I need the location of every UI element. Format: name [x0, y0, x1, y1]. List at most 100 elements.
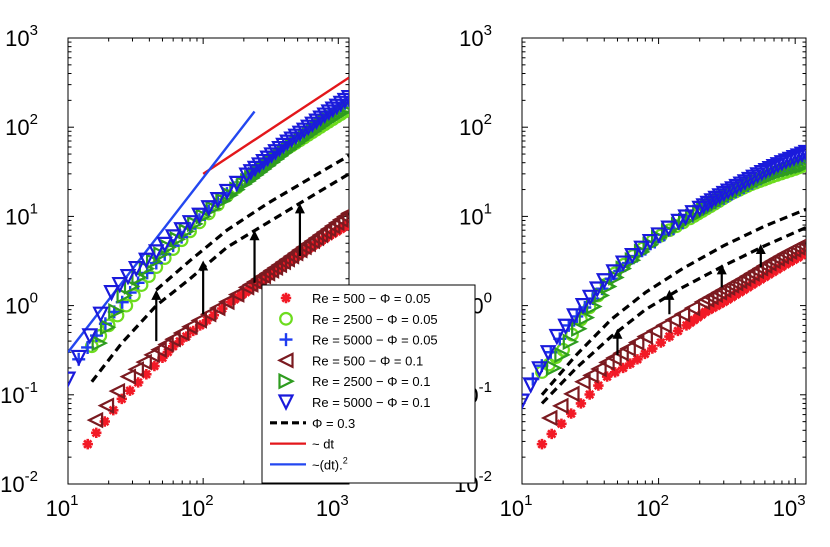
data-point — [575, 398, 587, 409]
y-tick-exponent: 2 — [30, 111, 38, 128]
data-point — [124, 385, 136, 396]
data-point — [148, 244, 165, 261]
series-4 — [540, 238, 806, 427]
data-point — [677, 209, 694, 226]
data-point — [636, 328, 653, 345]
data-point — [127, 361, 144, 378]
x-tick-exponent: 2 — [205, 492, 213, 509]
data-point — [108, 382, 126, 400]
data-point — [683, 299, 701, 317]
data-point — [99, 318, 117, 336]
data-point — [208, 310, 220, 321]
data-point — [149, 360, 160, 372]
y-tick-exponent: -1 — [479, 379, 492, 396]
phi-0-3-dashed-curve — [90, 172, 349, 383]
data-point — [199, 305, 217, 323]
x-tick-exponent: 3 — [340, 492, 348, 509]
legend-marker — [279, 333, 293, 347]
arrow-head — [664, 289, 675, 300]
data-point — [143, 346, 160, 364]
data-point — [655, 317, 672, 334]
y-tick-base: 10 — [5, 115, 29, 140]
x-tick-label: 102 — [636, 492, 669, 521]
arrow-head — [198, 260, 209, 271]
data-point — [522, 393, 531, 411]
shift-arrow — [612, 328, 623, 355]
x-tick-exponent: 1 — [524, 492, 532, 509]
data-point — [612, 344, 629, 362]
x-tick-base: 10 — [636, 496, 660, 521]
y-tick-base: 10 — [459, 26, 483, 51]
y-tick-exponent: -2 — [479, 468, 492, 485]
legend-entry: Re = 5000 − Φ = 0.05 — [279, 333, 438, 348]
axis-ticks — [521, 37, 806, 485]
data-point — [194, 320, 206, 331]
data-point — [566, 308, 583, 325]
legend-label: Re = 500 − Φ = 0.05 — [312, 291, 430, 306]
y-tick-label: 10-1 — [0, 379, 38, 408]
legend-label: Re = 2500 − Φ = 0.1 — [312, 374, 430, 389]
legend-label-text: Re = 5000 − Φ = 0.1 — [312, 395, 430, 410]
data-point — [181, 215, 199, 232]
data-point — [557, 318, 574, 336]
data-point — [91, 427, 102, 439]
x-tick-label: 103 — [773, 492, 806, 521]
data-point — [540, 409, 558, 427]
data-point — [673, 305, 691, 323]
x-tick-label: 102 — [181, 492, 214, 521]
data-point — [660, 220, 677, 238]
arrow-head — [755, 244, 766, 255]
data-point — [645, 322, 663, 340]
data-point — [777, 153, 795, 170]
shift-arrow — [198, 260, 209, 315]
data-point — [593, 380, 604, 391]
data-point — [757, 162, 775, 180]
data-point — [173, 222, 190, 239]
x-tick-base: 10 — [181, 496, 205, 521]
data-point — [217, 303, 228, 314]
x-tick-label: 101 — [500, 492, 533, 521]
data-point — [773, 155, 791, 172]
legend-label: Re = 2500 − Φ = 0.05 — [312, 312, 438, 327]
data-point — [605, 349, 622, 367]
data-point — [91, 334, 109, 352]
data-point — [190, 312, 207, 329]
legend-label-text: Re = 500 − Φ = 0.1 — [312, 353, 423, 368]
y-tick-base: 10 — [459, 115, 483, 140]
data-point — [664, 331, 675, 342]
legend-label: Re = 500 − Φ = 0.1 — [312, 353, 423, 368]
data-point — [119, 298, 134, 313]
data-point — [584, 389, 595, 400]
data-point — [191, 207, 208, 225]
data-point — [548, 328, 566, 346]
data-point — [162, 346, 174, 358]
data-point — [601, 371, 613, 382]
legend-entry: ~ dt — [270, 437, 334, 452]
data-point — [218, 183, 236, 201]
reference-line — [202, 76, 349, 175]
data-point — [605, 264, 622, 281]
data-point — [565, 408, 577, 419]
legend-entry: Re = 2500 − Φ = 0.05 — [279, 312, 438, 327]
x-tick-exponent: 3 — [797, 492, 805, 509]
y-tick-base: 10 — [0, 472, 24, 497]
data-point — [684, 205, 701, 222]
y-tick-exponent: 1 — [30, 200, 38, 217]
data-point — [670, 213, 687, 231]
data-point — [92, 306, 109, 324]
data-point — [789, 148, 806, 165]
data-point — [562, 333, 580, 351]
data-point — [798, 156, 806, 173]
data-point — [141, 369, 152, 380]
data-point — [627, 334, 645, 351]
data-point — [556, 418, 567, 429]
legend-marker — [277, 394, 295, 411]
data-point — [340, 89, 349, 107]
y-tick-label: 102 — [5, 111, 38, 140]
data-point — [797, 144, 806, 162]
phi-0-3-dashed-curve — [540, 207, 806, 396]
data-point — [536, 438, 548, 450]
data-point — [609, 367, 621, 378]
data-point — [200, 200, 218, 217]
data-point — [97, 397, 115, 414]
